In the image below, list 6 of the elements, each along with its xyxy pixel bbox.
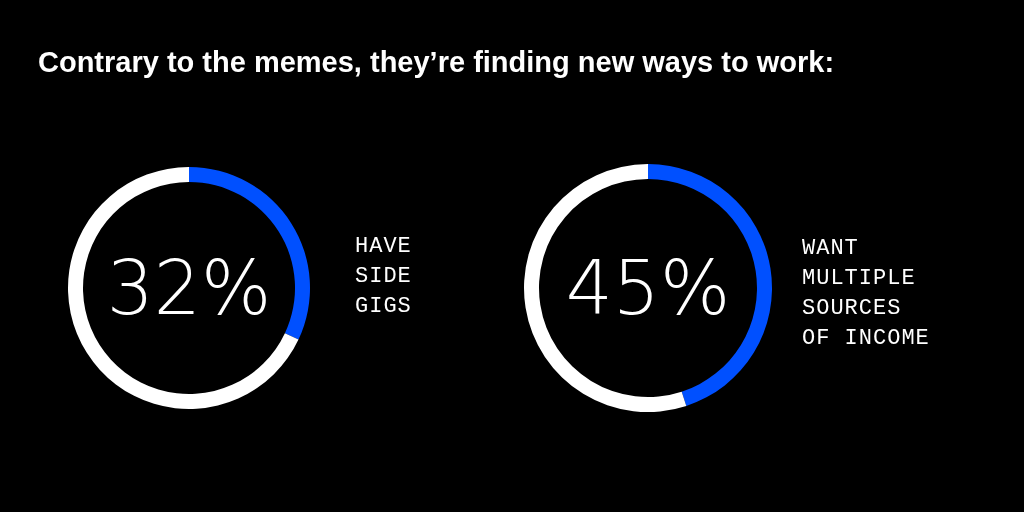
slice-label: HAVE SIDE GIGS xyxy=(355,234,412,319)
data-label: 32% xyxy=(106,245,272,331)
slice-label: WANT MULTIPLE SOURCES OF INCOME xyxy=(802,236,930,351)
data-label: 45% xyxy=(565,245,731,331)
donut-slice xyxy=(68,167,299,409)
chart-title: Contrary to the memes, they’re finding new ways to work: xyxy=(38,46,835,78)
